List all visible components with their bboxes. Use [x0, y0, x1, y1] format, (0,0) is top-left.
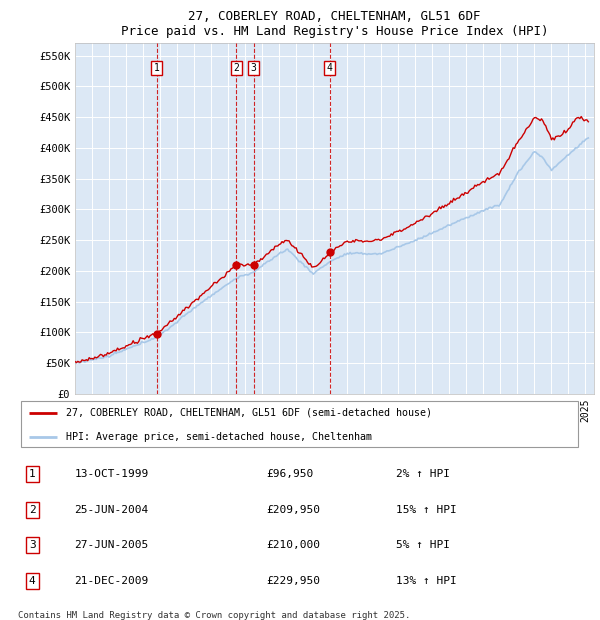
Text: £210,000: £210,000 — [266, 540, 320, 551]
Text: 21-DEC-2009: 21-DEC-2009 — [74, 576, 149, 586]
Text: £209,950: £209,950 — [266, 505, 320, 515]
Text: 27, COBERLEY ROAD, CHELTENHAM, GL51 6DF (semi-detached house): 27, COBERLEY ROAD, CHELTENHAM, GL51 6DF … — [66, 408, 432, 418]
Text: 2: 2 — [29, 505, 35, 515]
Text: HPI: Average price, semi-detached house, Cheltenham: HPI: Average price, semi-detached house,… — [66, 432, 372, 442]
Text: 5% ↑ HPI: 5% ↑ HPI — [396, 540, 450, 551]
Text: 13-OCT-1999: 13-OCT-1999 — [74, 469, 149, 479]
Text: 27-JUN-2005: 27-JUN-2005 — [74, 540, 149, 551]
Text: 4: 4 — [327, 63, 332, 73]
Text: 13% ↑ HPI: 13% ↑ HPI — [396, 576, 457, 586]
Title: 27, COBERLEY ROAD, CHELTENHAM, GL51 6DF
Price paid vs. HM Land Registry's House : 27, COBERLEY ROAD, CHELTENHAM, GL51 6DF … — [121, 10, 548, 38]
Text: 1: 1 — [154, 63, 160, 73]
Text: 15% ↑ HPI: 15% ↑ HPI — [396, 505, 457, 515]
Text: 2: 2 — [233, 63, 239, 73]
Text: 2% ↑ HPI: 2% ↑ HPI — [396, 469, 450, 479]
FancyBboxPatch shape — [21, 401, 578, 448]
Text: 3: 3 — [29, 540, 35, 551]
Text: 4: 4 — [29, 576, 35, 586]
Text: Contains HM Land Registry data © Crown copyright and database right 2025.
This d: Contains HM Land Registry data © Crown c… — [18, 611, 410, 620]
Text: £229,950: £229,950 — [266, 576, 320, 586]
Text: £96,950: £96,950 — [266, 469, 313, 479]
Text: 3: 3 — [251, 63, 256, 73]
Text: 1: 1 — [29, 469, 35, 479]
Text: 25-JUN-2004: 25-JUN-2004 — [74, 505, 149, 515]
